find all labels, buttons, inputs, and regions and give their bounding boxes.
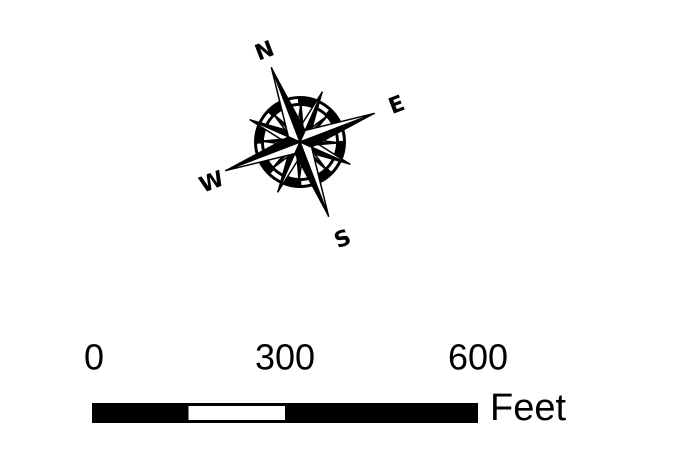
scale-tick-label: 0 (84, 337, 104, 378)
point-light-half (225, 140, 302, 172)
scale-bar: 0 300 600 (84, 337, 508, 423)
scale-tick-label: 300 (255, 337, 315, 378)
point-light-half (298, 140, 330, 217)
compass-points (225, 67, 375, 217)
point-light-half (298, 112, 375, 144)
compass-rose (225, 67, 375, 217)
scale-bar-light-division (188, 406, 285, 420)
west-label: W (196, 167, 228, 199)
east-label: E (385, 91, 408, 120)
compass-point (225, 136, 302, 172)
scale-tick-label: 600 (448, 337, 508, 378)
scale-unit: Feet (490, 387, 566, 429)
south-label: S (331, 225, 355, 254)
north-label: N (252, 37, 278, 67)
